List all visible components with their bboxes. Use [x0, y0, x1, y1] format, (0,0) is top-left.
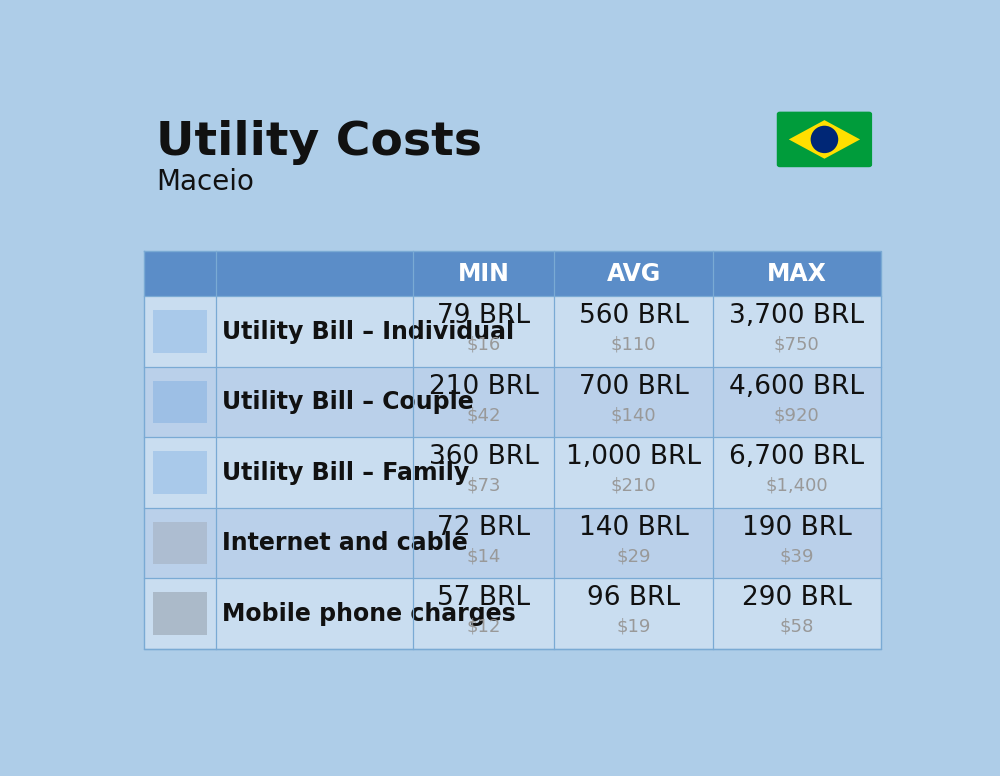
Text: 4,600 BRL: 4,600 BRL [729, 373, 864, 400]
Text: $12: $12 [467, 618, 501, 636]
Text: 360 BRL: 360 BRL [429, 444, 539, 470]
Text: MIN: MIN [458, 262, 510, 286]
Bar [153, 381, 207, 423]
Text: $58: $58 [780, 618, 814, 636]
Text: 3,700 BRL: 3,700 BRL [729, 303, 864, 329]
Text: $1,400: $1,400 [765, 476, 828, 494]
Text: 1,000 BRL: 1,000 BRL [566, 444, 701, 470]
Text: 79 BRL: 79 BRL [437, 303, 530, 329]
Bar [153, 522, 207, 564]
Text: Utility Bill – Individual: Utility Bill – Individual [222, 320, 514, 344]
Bar [144, 438, 881, 508]
Text: $16: $16 [467, 336, 501, 354]
Text: $19: $19 [616, 618, 651, 636]
Text: Maceio: Maceio [156, 168, 254, 196]
Text: Mobile phone charges: Mobile phone charges [222, 601, 516, 625]
Text: 72 BRL: 72 BRL [437, 514, 530, 541]
Text: 57 BRL: 57 BRL [437, 585, 530, 611]
Text: 290 BRL: 290 BRL [742, 585, 852, 611]
Bar [144, 296, 881, 367]
Text: $140: $140 [611, 406, 656, 424]
Text: 560 BRL: 560 BRL [579, 303, 689, 329]
Text: 140 BRL: 140 BRL [579, 514, 689, 541]
Text: $920: $920 [774, 406, 820, 424]
Text: 96 BRL: 96 BRL [587, 585, 680, 611]
Text: $750: $750 [774, 336, 820, 354]
Text: Internet and cable: Internet and cable [222, 531, 468, 555]
Text: Utility Bill – Family: Utility Bill – Family [222, 460, 469, 484]
Text: $210: $210 [611, 476, 656, 494]
FancyBboxPatch shape [777, 112, 872, 167]
Text: AVG: AVG [606, 262, 661, 286]
Text: $29: $29 [616, 547, 651, 565]
Text: Utility Bill – Couple: Utility Bill – Couple [222, 390, 474, 414]
Bar [144, 251, 881, 296]
Bar [153, 310, 207, 352]
Bar [144, 367, 881, 438]
Polygon shape [789, 120, 860, 159]
Text: 6,700 BRL: 6,700 BRL [729, 444, 864, 470]
Text: 700 BRL: 700 BRL [579, 373, 689, 400]
Bar [144, 508, 881, 578]
Text: 210 BRL: 210 BRL [429, 373, 539, 400]
Ellipse shape [811, 126, 838, 153]
Text: $42: $42 [467, 406, 501, 424]
Bar [153, 592, 207, 635]
Text: Utility Costs: Utility Costs [156, 120, 482, 165]
Bar [144, 578, 881, 649]
Text: $14: $14 [467, 547, 501, 565]
Text: $39: $39 [779, 547, 814, 565]
Bar [153, 452, 207, 494]
Text: MAX: MAX [767, 262, 827, 286]
Text: $73: $73 [467, 476, 501, 494]
Text: 190 BRL: 190 BRL [742, 514, 852, 541]
Text: $110: $110 [611, 336, 656, 354]
